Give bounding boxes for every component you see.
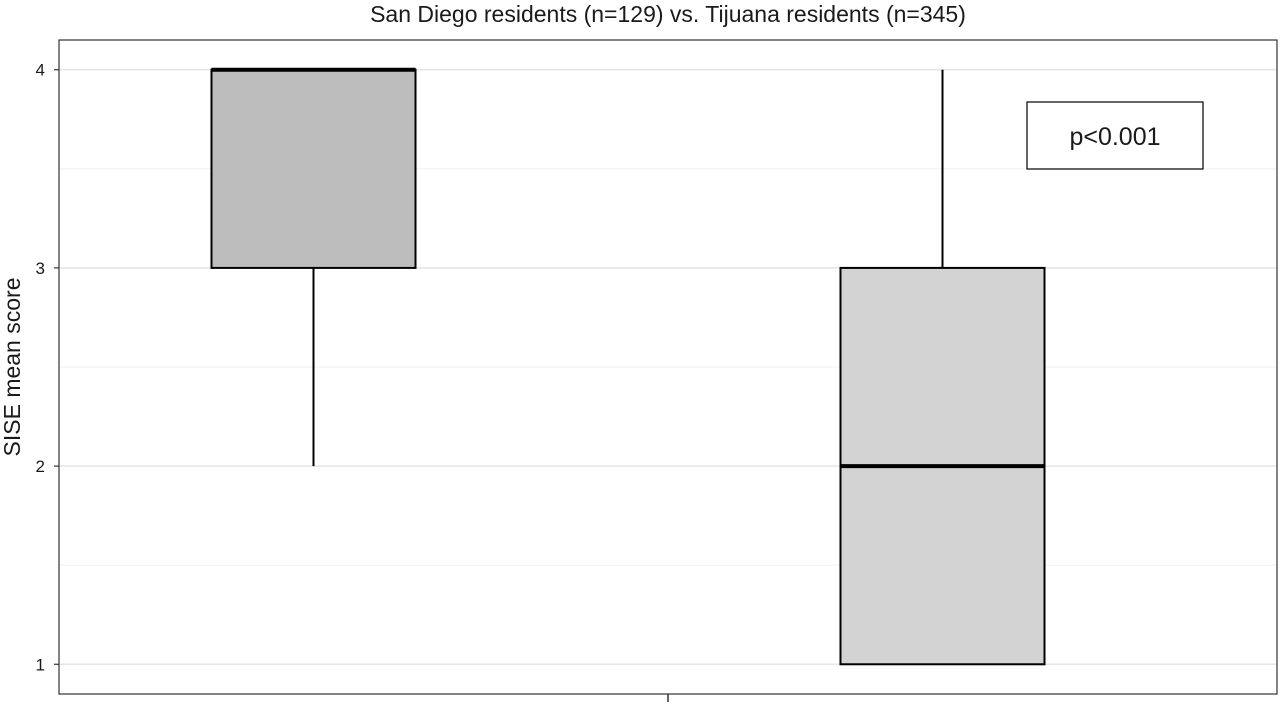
boxes: [210, 67, 1046, 666]
annotation-box: [1026, 101, 1204, 170]
chart-title: San Diego residents (n=129) vs. Tijuana …: [370, 1, 966, 27]
y-tick-label: 1: [36, 655, 45, 674]
y-tick-label: 3: [36, 259, 45, 278]
box-group-2: [839, 69, 1046, 666]
p-value-annotation: p<0.001: [1026, 101, 1204, 170]
y-axis-label: SISE mean score: [0, 278, 25, 457]
y-axis-ticks: 1 2 3 4: [36, 61, 59, 674]
box-group-1: [210, 67, 417, 467]
y-tick-label: 2: [36, 457, 45, 476]
annotation-text: p<0.001: [1069, 123, 1160, 151]
iqr-box: [210, 68, 417, 269]
y-tick-label: 4: [36, 61, 45, 80]
